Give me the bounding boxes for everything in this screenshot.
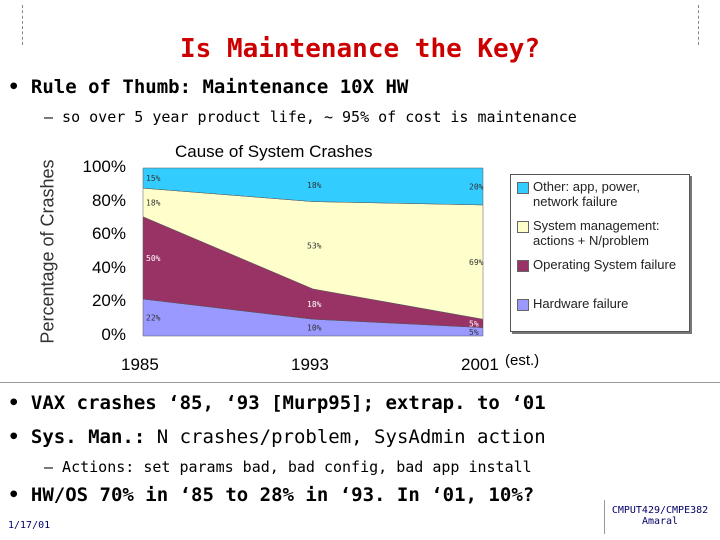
x-tick-label: 2001 (461, 355, 499, 374)
bullet-rule-of-thumb: • Rule of Thumb: Maintenance 10X HW (8, 76, 409, 98)
footer-course: CMPUT429/CMPE382 (611, 505, 709, 516)
chart-point-labels: 22% 10% 5% 50% 18% 5% 18% 53% 69% 15% 18% 20% (146, 174, 484, 337)
bullet-sys-man: • Sys. Man.: N crashes/problem, SysAdmin… (8, 426, 546, 448)
footer-date: 1/17/01 (8, 520, 51, 531)
point-label-3-2: 20% (469, 182, 484, 191)
sub-bullet-actions: – Actions: set params bad, bad config, b… (44, 458, 532, 476)
point-label-2-1: 53% (307, 241, 322, 250)
point-label-2-0: 18% (146, 198, 161, 207)
y-tick-label: 40% (91, 257, 126, 277)
point-label-0-2: 5% (469, 328, 479, 337)
chart-legend: Other: app, power, network failure System… (510, 174, 690, 332)
point-label-1-2: 5% (469, 319, 479, 328)
legend-swatch (517, 260, 529, 272)
bullet-vax-crashes: • VAX crashes ‘85, ‘93 [Murp95]; extrap.… (8, 392, 546, 414)
legend-label: Other: app, power, network failure (533, 179, 640, 209)
point-label-3-1: 18% (307, 181, 322, 190)
slide-guide-right (698, 5, 699, 45)
legend-label: System management: actions + N/problem (533, 218, 660, 248)
bullet-hw-os: • HW/OS 70% in ‘85 to 28% in ‘93. In ‘01… (8, 484, 535, 506)
point-label-1-1: 18% (307, 300, 322, 309)
legend-label: Hardware failure (533, 296, 629, 311)
y-tick-label: 0% (101, 325, 126, 344)
legend-label: Operating System failure (533, 257, 677, 272)
point-label-2-2: 69% (469, 258, 484, 267)
y-tick-label: 100% (82, 157, 126, 176)
point-label-0-1: 10% (307, 324, 322, 333)
footer-author: Amaral (641, 516, 679, 527)
x-note-est: (est.) (505, 352, 540, 369)
point-label-3-0: 15% (146, 174, 161, 183)
x-tick-label: 1985 (121, 355, 159, 374)
chart-title: Cause of System Crashes (175, 142, 373, 161)
bullet-sys-man-rest: N crashes/problem, SysAdmin action (145, 426, 546, 448)
slide-title: Is Maintenance the Key? (179, 34, 541, 64)
point-label-1-0: 50% (146, 254, 161, 263)
legend-swatch (517, 299, 529, 311)
separator-line (0, 382, 720, 383)
legend-swatch (517, 221, 529, 233)
chart-areas (142, 167, 484, 337)
sub-bullet-product-life: – so over 5 year product life, ~ 95% of … (44, 108, 577, 126)
y-tick-label: 20% (91, 291, 126, 311)
bullet-sys-man-bold: • Sys. Man.: (8, 426, 146, 448)
y-tick-label: 80% (91, 190, 126, 210)
y-tick-label: 60% (91, 224, 126, 244)
x-tick-label: 1993 (291, 355, 329, 374)
footer-course-box: CMPUT429/CMPE382 Amaral (604, 500, 715, 534)
point-label-0-0: 22% (146, 314, 161, 323)
slide-guide-left (22, 5, 23, 45)
legend-swatch (517, 182, 529, 194)
area-series-3 (142, 167, 484, 206)
